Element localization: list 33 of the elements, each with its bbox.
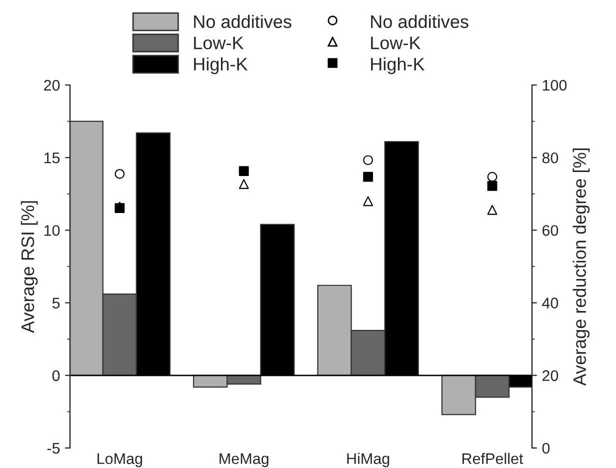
y2-tick-label: 100 — [542, 80, 567, 91]
legend-label: No additives — [194, 14, 292, 28]
point — [487, 172, 498, 182]
y-axis-title: Average RSI [%] — [20, 201, 38, 334]
legend-label: High-K — [371, 57, 425, 74]
point — [487, 180, 498, 191]
x-tick-label: HiMag — [347, 452, 390, 468]
y2-tick-label: 20 — [542, 370, 558, 382]
point — [363, 172, 374, 182]
y-tick-label: 5 — [52, 298, 60, 308]
point — [363, 196, 374, 206]
legend-label: No additives — [371, 14, 468, 28]
legend-label: Low-K — [371, 36, 421, 50]
x-tick-label: LoMag — [98, 453, 142, 468]
y2-tick-label: 40 — [542, 298, 558, 308]
point — [363, 155, 374, 166]
y2-tick-label: 60 — [542, 225, 558, 236]
y2-tick-label: 80 — [542, 152, 558, 164]
x-tick-label: MeMag — [220, 453, 268, 468]
y2-axis-title: Average reduction degree [%] — [572, 148, 590, 386]
point — [487, 204, 498, 215]
legend-label: Low-K — [194, 36, 244, 50]
y-tick-label: -5 — [47, 443, 60, 454]
x-tick-label: RefPellet — [462, 452, 524, 464]
y-tick-label: 20 — [44, 80, 60, 91]
point — [238, 166, 249, 176]
y-tick-label: 15 — [44, 152, 60, 164]
point — [114, 168, 125, 179]
y2-tick-label: 0 — [542, 442, 550, 454]
y-tick-label: 10 — [44, 225, 60, 236]
y-tick-label: 0 — [52, 370, 60, 382]
point — [238, 179, 249, 190]
legend-label: High-K — [194, 57, 248, 74]
